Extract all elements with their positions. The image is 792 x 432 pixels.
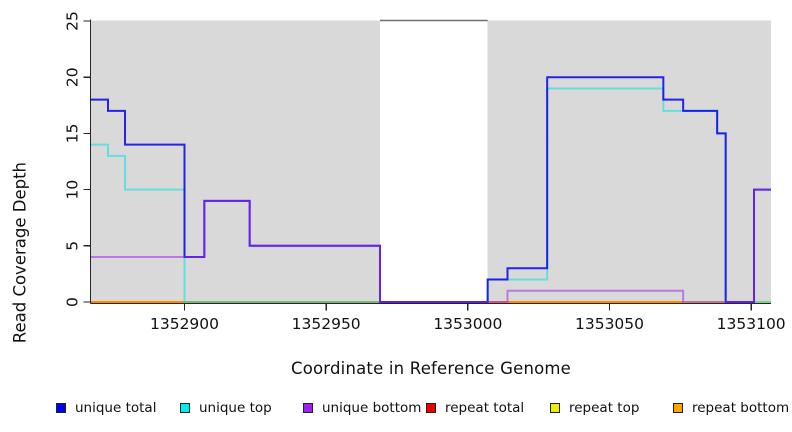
x-tick-label: 1353050 (575, 315, 644, 333)
shaded-region (91, 20, 380, 303)
legend-swatch-icon (56, 403, 66, 413)
legend-item-repeat-bottom: repeat bottom (673, 398, 789, 418)
legend-swatch-icon (180, 403, 190, 413)
legend-label: unique bottom (322, 400, 422, 416)
y-tick-label: 15 (64, 124, 82, 144)
legend-label: repeat bottom (692, 400, 790, 416)
legend-item-unique-total: unique total (56, 398, 156, 418)
legend-item-unique-top: unique top (180, 398, 272, 418)
x-axis-title: Coordinate in Reference Genome (290, 359, 572, 378)
legend-label: unique top (199, 400, 272, 416)
y-tick-label: 10 (64, 180, 82, 200)
x-tick-label: 1352950 (292, 315, 361, 333)
legend-swatch-icon (426, 403, 436, 413)
legend-item-repeat-top: repeat top (550, 398, 639, 418)
y-axis-title-text: Read Coverage Depth (10, 161, 29, 344)
y-tick-label: 5 (64, 241, 82, 251)
legend-label: repeat top (569, 400, 640, 416)
legend-label: repeat total (445, 400, 525, 416)
x-tick-label: 1352900 (150, 315, 219, 333)
legend-swatch-icon (303, 403, 313, 413)
y-tick-label: 25 (64, 11, 82, 31)
legend-label: unique total (75, 400, 157, 416)
y-tick-label: 20 (64, 67, 82, 87)
series-unique-bottom (91, 188, 771, 303)
shaded-region (487, 20, 771, 303)
x-tick-label: 1353000 (433, 315, 502, 333)
legend: unique total unique top unique bottom repea… (0, 398, 792, 420)
y-tick-label: 0 (64, 297, 82, 307)
x-tick-label: 1353100 (717, 315, 786, 333)
series-unique-total (91, 76, 771, 303)
legend-swatch-icon (550, 403, 560, 413)
legend-swatch-icon (673, 403, 683, 413)
legend-item-unique-bottom: unique bottom (303, 398, 421, 418)
coverage-chart: 0 5 10 15 20 25 1352900 1352950 1353000 1353050 13… (64, 11, 786, 333)
legend-item-repeat-total: repeat total (426, 398, 524, 418)
